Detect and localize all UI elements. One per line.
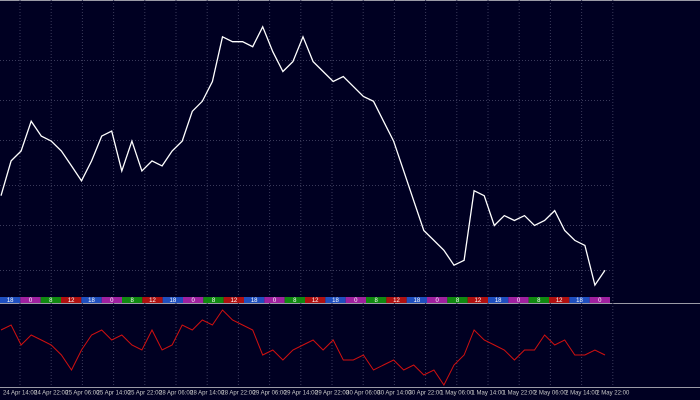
time-label: 29 Apr 22:00 xyxy=(315,391,350,397)
session-block xyxy=(264,297,285,303)
time-label: 30 Apr 14:00 xyxy=(377,391,412,397)
session-label: 18 xyxy=(576,298,583,304)
session-label: 8 xyxy=(537,298,541,304)
time-label: 25 Apr 06:00 xyxy=(65,391,100,397)
session-label: 8 xyxy=(212,298,216,304)
session-label: 12 xyxy=(474,298,481,304)
time-label: 28 Apr 14:00 xyxy=(190,391,225,397)
session-label: 18 xyxy=(251,298,258,304)
session-label: 12 xyxy=(556,298,563,304)
session-block xyxy=(61,297,82,303)
session-label: 0 xyxy=(29,298,33,304)
session-label: 0 xyxy=(435,298,439,304)
session-block xyxy=(549,297,570,303)
session-label: 18 xyxy=(495,298,502,304)
session-block xyxy=(467,297,488,303)
time-label: 1 May 22:00 xyxy=(503,391,537,397)
session-block xyxy=(427,297,448,303)
session-block xyxy=(284,297,305,303)
time-label: 30 Apr 06:00 xyxy=(346,391,381,397)
session-label: 18 xyxy=(88,298,95,304)
session-block xyxy=(528,297,549,303)
session-block xyxy=(345,297,366,303)
session-block xyxy=(81,297,102,303)
time-label: 28 Apr 06:00 xyxy=(159,391,194,397)
time-label: 29 Apr 14:00 xyxy=(284,391,319,397)
session-label: 0 xyxy=(273,298,277,304)
time-label: 25 Apr 14:00 xyxy=(97,391,132,397)
indicator-line xyxy=(0,309,606,386)
session-label: 18 xyxy=(413,298,420,304)
session-block xyxy=(40,297,61,303)
session-label: 12 xyxy=(149,298,156,304)
session-label: 12 xyxy=(230,298,237,304)
session-label: 8 xyxy=(374,298,378,304)
time-label: 25 Apr 22:00 xyxy=(128,391,163,397)
time-label: 1 May 14:00 xyxy=(471,391,505,397)
time-label: 24 Apr 14:00 xyxy=(3,391,38,397)
session-block xyxy=(101,297,122,303)
session-block xyxy=(223,297,244,303)
session-block xyxy=(366,297,387,303)
session-label: 0 xyxy=(517,298,521,304)
session-block xyxy=(447,297,468,303)
session-block xyxy=(325,297,346,303)
session-block xyxy=(569,297,590,303)
session-block xyxy=(386,297,407,303)
session-label: 18 xyxy=(332,298,339,304)
session-block xyxy=(488,297,509,303)
time-label: 2 May 14:00 xyxy=(565,391,599,397)
session-block xyxy=(305,297,326,303)
session-block xyxy=(122,297,143,303)
session-label: 0 xyxy=(110,298,114,304)
session-block xyxy=(162,297,183,303)
time-label: 28 Apr 22:00 xyxy=(221,391,256,397)
session-label: 0 xyxy=(598,298,602,304)
session-label: 12 xyxy=(68,298,75,304)
session-block xyxy=(244,297,265,303)
session-label: 0 xyxy=(354,298,358,304)
session-block xyxy=(0,297,21,303)
session-label: 8 xyxy=(130,298,134,304)
time-label: 29 Apr 06:00 xyxy=(253,391,288,397)
session-block xyxy=(406,297,427,303)
time-label: 30 Apr 22:00 xyxy=(409,391,444,397)
session-label: 8 xyxy=(49,298,53,304)
price-line xyxy=(0,25,606,287)
session-label: 8 xyxy=(456,298,460,304)
session-block xyxy=(142,297,163,303)
time-label: 24 Apr 22:00 xyxy=(34,391,69,397)
session-label: 18 xyxy=(169,298,176,304)
session-label: 18 xyxy=(7,298,14,304)
session-block xyxy=(183,297,204,303)
session-label: 12 xyxy=(312,298,319,304)
session-label: 12 xyxy=(393,298,400,304)
session-block xyxy=(20,297,41,303)
session-label: 0 xyxy=(191,298,195,304)
session-block xyxy=(508,297,529,303)
time-label: 2 May 06:00 xyxy=(534,391,568,397)
session-block xyxy=(589,297,610,303)
session-block xyxy=(203,297,224,303)
session-label: 8 xyxy=(293,298,297,304)
time-label: 2 May 22:00 xyxy=(596,391,630,397)
time-label: 1 May 06:00 xyxy=(440,391,474,397)
